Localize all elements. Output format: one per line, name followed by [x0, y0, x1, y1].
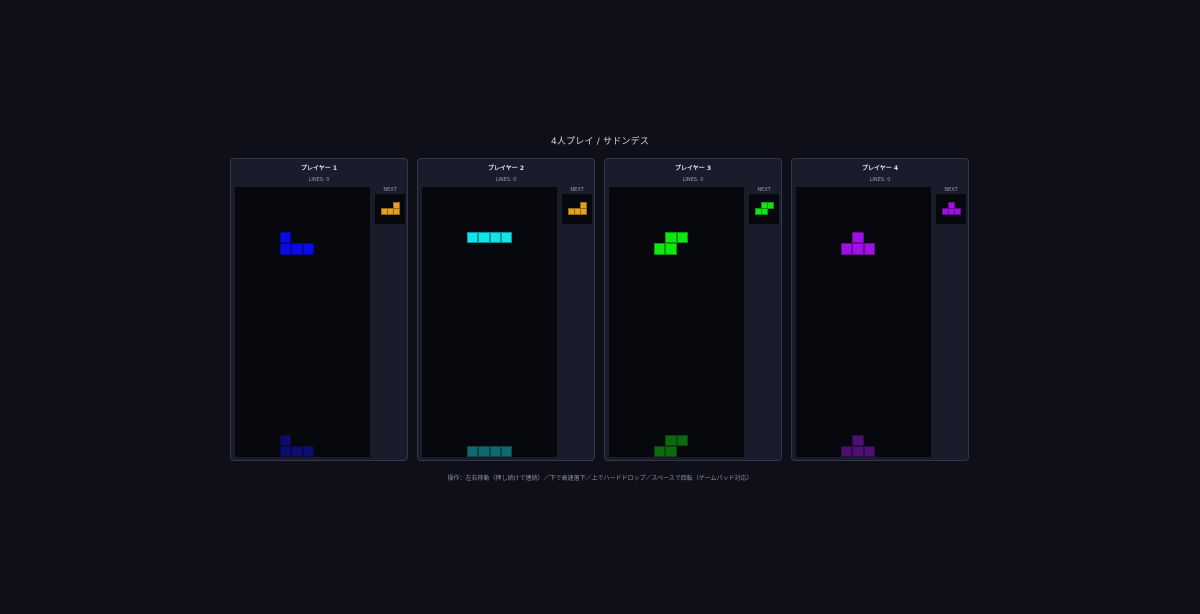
active-piece-block: [852, 243, 864, 255]
playfield: [235, 187, 370, 457]
lines-counter: LINES: 0: [682, 177, 704, 183]
ghost-piece-block: [280, 445, 292, 457]
active-piece-block: [478, 232, 490, 244]
active-piece-block: [500, 232, 512, 244]
playfield: [609, 187, 744, 457]
boards-container: プレイヤー 1 LINES: 0 NEXT プレイヤー 2 LINES: 0 N…: [230, 158, 970, 462]
ghost-piece-block: [852, 445, 864, 457]
lines-counter: LINES: 0: [869, 177, 891, 183]
next-piece-block: [580, 208, 587, 215]
next-label: NEXT: [757, 187, 771, 193]
lines-counter: LINES: 0: [308, 177, 330, 183]
active-piece-block: [291, 243, 303, 255]
active-piece-block: [654, 243, 666, 255]
next-label: NEXT: [383, 187, 397, 193]
next-label: NEXT: [944, 187, 958, 193]
active-piece-block: [280, 232, 292, 244]
ghost-piece-block: [676, 434, 688, 446]
next-piece-preview: [375, 194, 405, 224]
next-piece-block: [393, 208, 400, 215]
ghost-piece-block: [291, 445, 303, 457]
lines-counter: LINES: 0: [495, 177, 517, 183]
ghost-piece-block: [280, 434, 292, 446]
active-piece-block: [280, 243, 292, 255]
next-piece-preview: [936, 194, 966, 224]
player-1-panel: プレイヤー 1 LINES: 0 NEXT: [230, 158, 408, 461]
active-piece-block: [302, 243, 314, 255]
playfield: [796, 187, 931, 457]
ghost-piece-block: [863, 445, 875, 457]
active-piece-block: [852, 232, 864, 244]
ghost-piece-block: [841, 445, 853, 457]
controls-help: 操作：左右移動（押し続けで連続）／下で高速落下／上でハードドロップ／スペースで回…: [447, 475, 753, 482]
next-piece-block: [954, 208, 961, 215]
player-name: プレイヤー 2: [487, 165, 525, 172]
playfield: [422, 187, 557, 457]
ghost-piece-block: [467, 445, 479, 457]
player-name: プレイヤー 1: [300, 165, 338, 172]
player-name: プレイヤー 4: [861, 165, 899, 172]
active-piece-block: [841, 243, 853, 255]
ghost-piece-block: [654, 445, 666, 457]
active-piece-block: [676, 232, 688, 244]
game-title: 4人プレイ / サドンデス: [550, 137, 650, 147]
player-name: プレイヤー 3: [674, 165, 712, 172]
ghost-piece-block: [478, 445, 490, 457]
ghost-piece-block: [302, 445, 314, 457]
active-piece-block: [467, 232, 479, 244]
ghost-piece-block: [852, 434, 864, 446]
active-piece-block: [665, 243, 677, 255]
next-piece-preview: [562, 194, 592, 224]
next-piece-block: [761, 208, 768, 215]
ghost-piece-block: [665, 445, 677, 457]
ghost-piece-block: [665, 434, 677, 446]
player-3-panel: プレイヤー 3 LINES: 0 NEXT: [604, 158, 782, 461]
player-4-panel: プレイヤー 4 LINES: 0 NEXT: [791, 158, 969, 461]
active-piece-block: [863, 243, 875, 255]
ghost-piece-block: [489, 445, 501, 457]
next-label: NEXT: [570, 187, 584, 193]
player-2-panel: プレイヤー 2 LINES: 0 NEXT: [417, 158, 595, 461]
next-piece-preview: [749, 194, 779, 224]
next-piece-block: [767, 202, 774, 209]
ghost-piece-block: [500, 445, 512, 457]
active-piece-block: [665, 232, 677, 244]
active-piece-block: [489, 232, 501, 244]
